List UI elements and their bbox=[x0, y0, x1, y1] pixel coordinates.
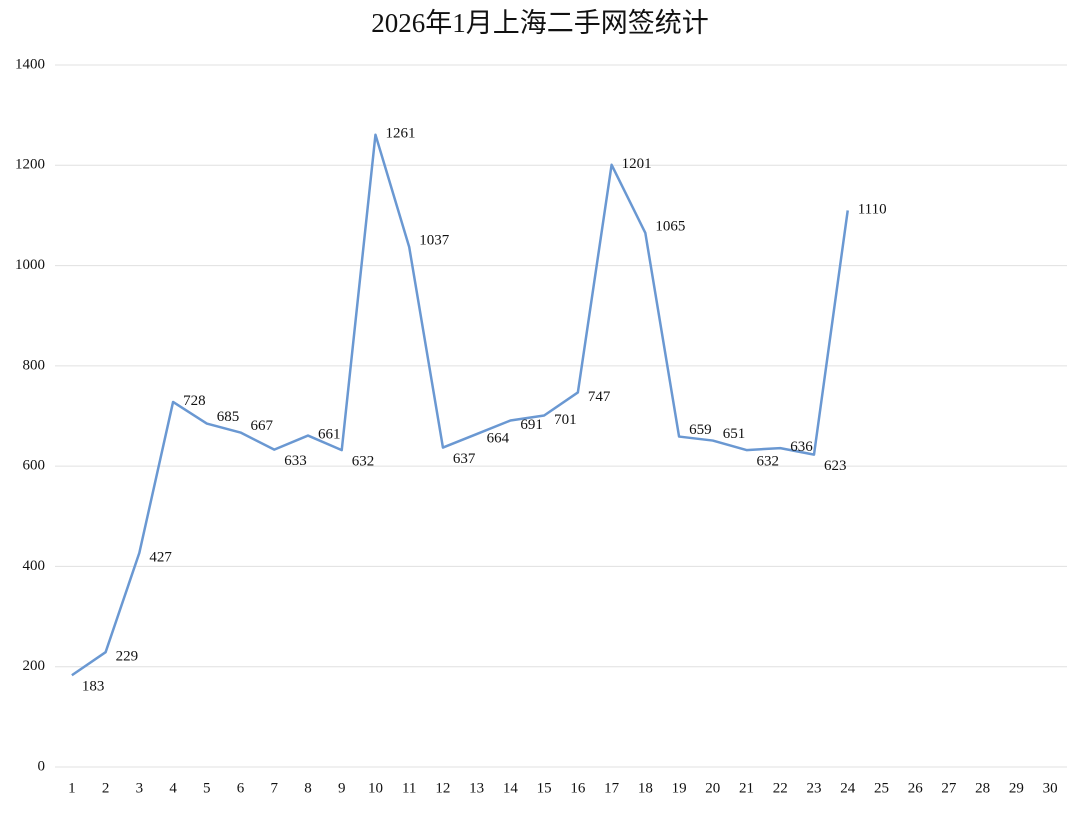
x-tick-label: 15 bbox=[537, 780, 552, 796]
data-label: 229 bbox=[116, 649, 139, 665]
data-label: 659 bbox=[689, 422, 712, 438]
data-label: 664 bbox=[487, 430, 510, 446]
y-tick-label: 200 bbox=[23, 658, 46, 674]
x-tick-label: 16 bbox=[570, 780, 586, 796]
data-label: 685 bbox=[217, 409, 240, 425]
x-tick-label: 8 bbox=[304, 780, 312, 796]
x-tick-label: 2 bbox=[102, 780, 110, 796]
x-tick-label: 18 bbox=[638, 780, 653, 796]
data-label: 636 bbox=[790, 439, 813, 455]
data-label: 667 bbox=[251, 418, 274, 434]
x-tick-label: 22 bbox=[773, 780, 788, 796]
y-tick-label: 1000 bbox=[15, 257, 45, 273]
data-label: 701 bbox=[554, 412, 577, 428]
data-label: 1065 bbox=[655, 218, 685, 234]
data-label: 183 bbox=[82, 679, 105, 695]
x-tick-label: 25 bbox=[874, 780, 889, 796]
x-tick-label: 1 bbox=[68, 780, 76, 796]
x-tick-label: 28 bbox=[975, 780, 990, 796]
x-tick-label: 7 bbox=[271, 780, 279, 796]
data-label: 691 bbox=[520, 417, 543, 433]
x-tick-label: 27 bbox=[941, 780, 957, 796]
data-label: 661 bbox=[318, 427, 341, 443]
chart-title: 2026年1月上海二手网签统计 bbox=[371, 8, 709, 38]
x-tick-label: 10 bbox=[368, 780, 383, 796]
y-tick-label: 400 bbox=[23, 558, 46, 574]
x-tick-label: 20 bbox=[705, 780, 720, 796]
data-label: 427 bbox=[149, 549, 172, 565]
data-label: 651 bbox=[723, 426, 746, 442]
x-tick-label: 23 bbox=[807, 780, 822, 796]
x-tick-label: 26 bbox=[908, 780, 924, 796]
data-label: 1037 bbox=[419, 232, 450, 248]
x-tick-label: 19 bbox=[672, 780, 687, 796]
x-tick-label: 6 bbox=[237, 780, 245, 796]
data-label: 637 bbox=[453, 451, 476, 467]
x-tick-label: 21 bbox=[739, 780, 754, 796]
line bbox=[71, 133, 849, 677]
y-tick-label: 800 bbox=[23, 357, 46, 373]
data-label: 728 bbox=[183, 393, 206, 409]
data-label: 632 bbox=[352, 454, 375, 470]
data-label: 1110 bbox=[858, 201, 887, 217]
x-tick-label: 29 bbox=[1009, 780, 1024, 796]
y-tick-label: 600 bbox=[23, 458, 46, 474]
data-label: 1201 bbox=[622, 156, 652, 172]
x-tick-label: 4 bbox=[169, 780, 177, 796]
data-label: 747 bbox=[588, 389, 611, 405]
x-tick-label: 9 bbox=[338, 780, 346, 796]
x-tick-label: 12 bbox=[435, 780, 450, 796]
x-tick-label: 3 bbox=[136, 780, 144, 796]
data-label: 623 bbox=[824, 458, 847, 474]
x-tick-label: 17 bbox=[604, 780, 620, 796]
x-tick-label: 13 bbox=[469, 780, 484, 796]
y-tick-label: 0 bbox=[38, 758, 46, 774]
y-tick-label: 1400 bbox=[15, 56, 45, 72]
x-tick-label: 14 bbox=[503, 780, 519, 796]
data-label: 632 bbox=[757, 454, 780, 470]
x-tick-label: 24 bbox=[840, 780, 856, 796]
data-label: 633 bbox=[284, 453, 307, 469]
x-tick-label: 30 bbox=[1043, 780, 1058, 796]
x-tick-label: 11 bbox=[402, 780, 416, 796]
x-tick-label: 5 bbox=[203, 780, 211, 796]
data-label: 1261 bbox=[385, 126, 415, 142]
y-tick-label: 1200 bbox=[15, 157, 45, 173]
